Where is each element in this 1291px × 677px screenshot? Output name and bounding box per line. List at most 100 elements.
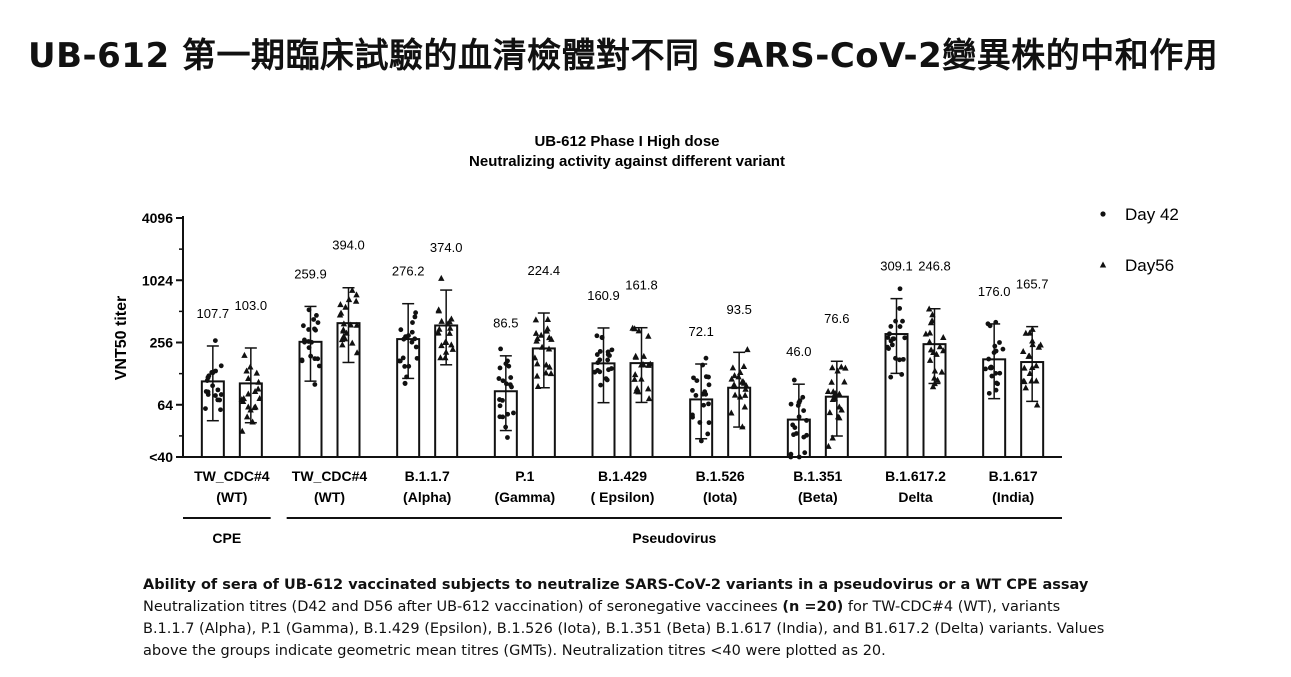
data-point bbox=[986, 356, 992, 362]
x-tick-label: TW_CDC#4 bbox=[292, 468, 368, 484]
data-point bbox=[497, 414, 503, 420]
figure-caption: Ability of sera of UB-612 vaccinated sub… bbox=[143, 574, 1253, 662]
data-point bbox=[497, 365, 503, 371]
data-point bbox=[691, 375, 696, 381]
data-point bbox=[645, 395, 653, 402]
data-point bbox=[498, 346, 503, 352]
data-point bbox=[834, 367, 841, 374]
data-point bbox=[352, 297, 360, 304]
data-point bbox=[1022, 384, 1029, 391]
data-point bbox=[1035, 343, 1043, 350]
data-point bbox=[497, 397, 502, 402]
data-point bbox=[347, 321, 355, 328]
y-tick-label: <40 bbox=[149, 449, 173, 465]
data-point bbox=[690, 388, 695, 393]
data-point bbox=[343, 329, 350, 336]
data-point bbox=[239, 397, 247, 404]
data-point bbox=[538, 343, 546, 350]
data-point bbox=[694, 378, 700, 384]
data-point bbox=[788, 401, 794, 407]
gmt-label: 93.5 bbox=[727, 302, 752, 317]
data-point bbox=[534, 335, 541, 342]
legend-label-day56: Day56 bbox=[1125, 256, 1174, 275]
data-point bbox=[796, 400, 802, 406]
data-point bbox=[337, 301, 344, 308]
data-point bbox=[893, 318, 898, 324]
data-point bbox=[402, 381, 408, 386]
data-point bbox=[741, 391, 749, 398]
data-point bbox=[597, 357, 603, 363]
data-point bbox=[631, 371, 639, 378]
data-point bbox=[442, 339, 449, 346]
data-point bbox=[599, 335, 605, 341]
data-point bbox=[316, 363, 322, 369]
x-tick-label: B.1.429 bbox=[598, 468, 647, 484]
data-point bbox=[936, 343, 944, 350]
data-point bbox=[728, 375, 735, 382]
data-point bbox=[993, 319, 999, 325]
data-point bbox=[640, 361, 647, 368]
data-point bbox=[212, 338, 218, 343]
slide-title: UB-612 第一期臨床試驗的血清檢體對不同 SARS-CoV-2變異株的中和作… bbox=[28, 36, 1219, 76]
gmt-label: 246.8 bbox=[918, 259, 951, 274]
data-point bbox=[897, 357, 902, 363]
data-point bbox=[888, 323, 894, 329]
data-point bbox=[218, 392, 224, 397]
data-point bbox=[926, 356, 934, 363]
data-point bbox=[398, 327, 404, 333]
data-point bbox=[697, 420, 703, 425]
data-point bbox=[645, 385, 652, 392]
data-point bbox=[902, 335, 908, 341]
x-tick-label: TW_CDC#4 bbox=[194, 468, 270, 484]
data-point bbox=[1033, 362, 1040, 369]
data-point bbox=[609, 366, 614, 371]
data-point bbox=[205, 375, 211, 381]
data-point bbox=[243, 413, 251, 420]
data-point bbox=[801, 408, 807, 414]
data-point bbox=[306, 307, 312, 313]
data-point bbox=[409, 329, 415, 335]
gmt-label: 103.0 bbox=[235, 298, 268, 313]
data-point bbox=[607, 353, 612, 358]
data-point bbox=[1021, 364, 1028, 371]
x-tick-label-sub: (WT) bbox=[216, 489, 247, 505]
data-point bbox=[218, 363, 224, 369]
data-point bbox=[934, 376, 941, 383]
data-point bbox=[256, 395, 263, 402]
x-tick-label-sub: ( Epsilon) bbox=[591, 489, 655, 505]
data-point bbox=[887, 331, 892, 337]
x-tick-label-sub: (WT) bbox=[314, 489, 345, 505]
data-point bbox=[442, 354, 449, 361]
gmt-label: 161.8 bbox=[625, 278, 658, 293]
data-point bbox=[989, 373, 995, 379]
data-point bbox=[597, 349, 603, 354]
data-point bbox=[312, 326, 317, 332]
data-point bbox=[311, 317, 317, 322]
data-point bbox=[218, 407, 223, 413]
data-point bbox=[349, 286, 356, 293]
data-point bbox=[409, 339, 415, 345]
data-point bbox=[802, 450, 808, 456]
data-point bbox=[308, 353, 314, 359]
data-point bbox=[542, 369, 550, 376]
data-point bbox=[888, 374, 894, 380]
data-point bbox=[890, 336, 896, 342]
data-point bbox=[706, 374, 711, 380]
data-point bbox=[247, 363, 254, 370]
data-point bbox=[300, 323, 306, 329]
data-point bbox=[832, 391, 839, 398]
data-point bbox=[437, 354, 444, 361]
data-point bbox=[889, 342, 895, 348]
data-point bbox=[631, 375, 638, 382]
data-point bbox=[1033, 401, 1041, 408]
data-point bbox=[638, 375, 645, 382]
data-point bbox=[1028, 377, 1035, 384]
data-point bbox=[705, 431, 711, 437]
data-point bbox=[503, 424, 509, 430]
data-point bbox=[203, 389, 209, 394]
data-point bbox=[702, 389, 708, 395]
data-point bbox=[885, 344, 890, 350]
data-point bbox=[706, 401, 711, 407]
data-point bbox=[537, 331, 545, 338]
data-point bbox=[345, 296, 353, 303]
